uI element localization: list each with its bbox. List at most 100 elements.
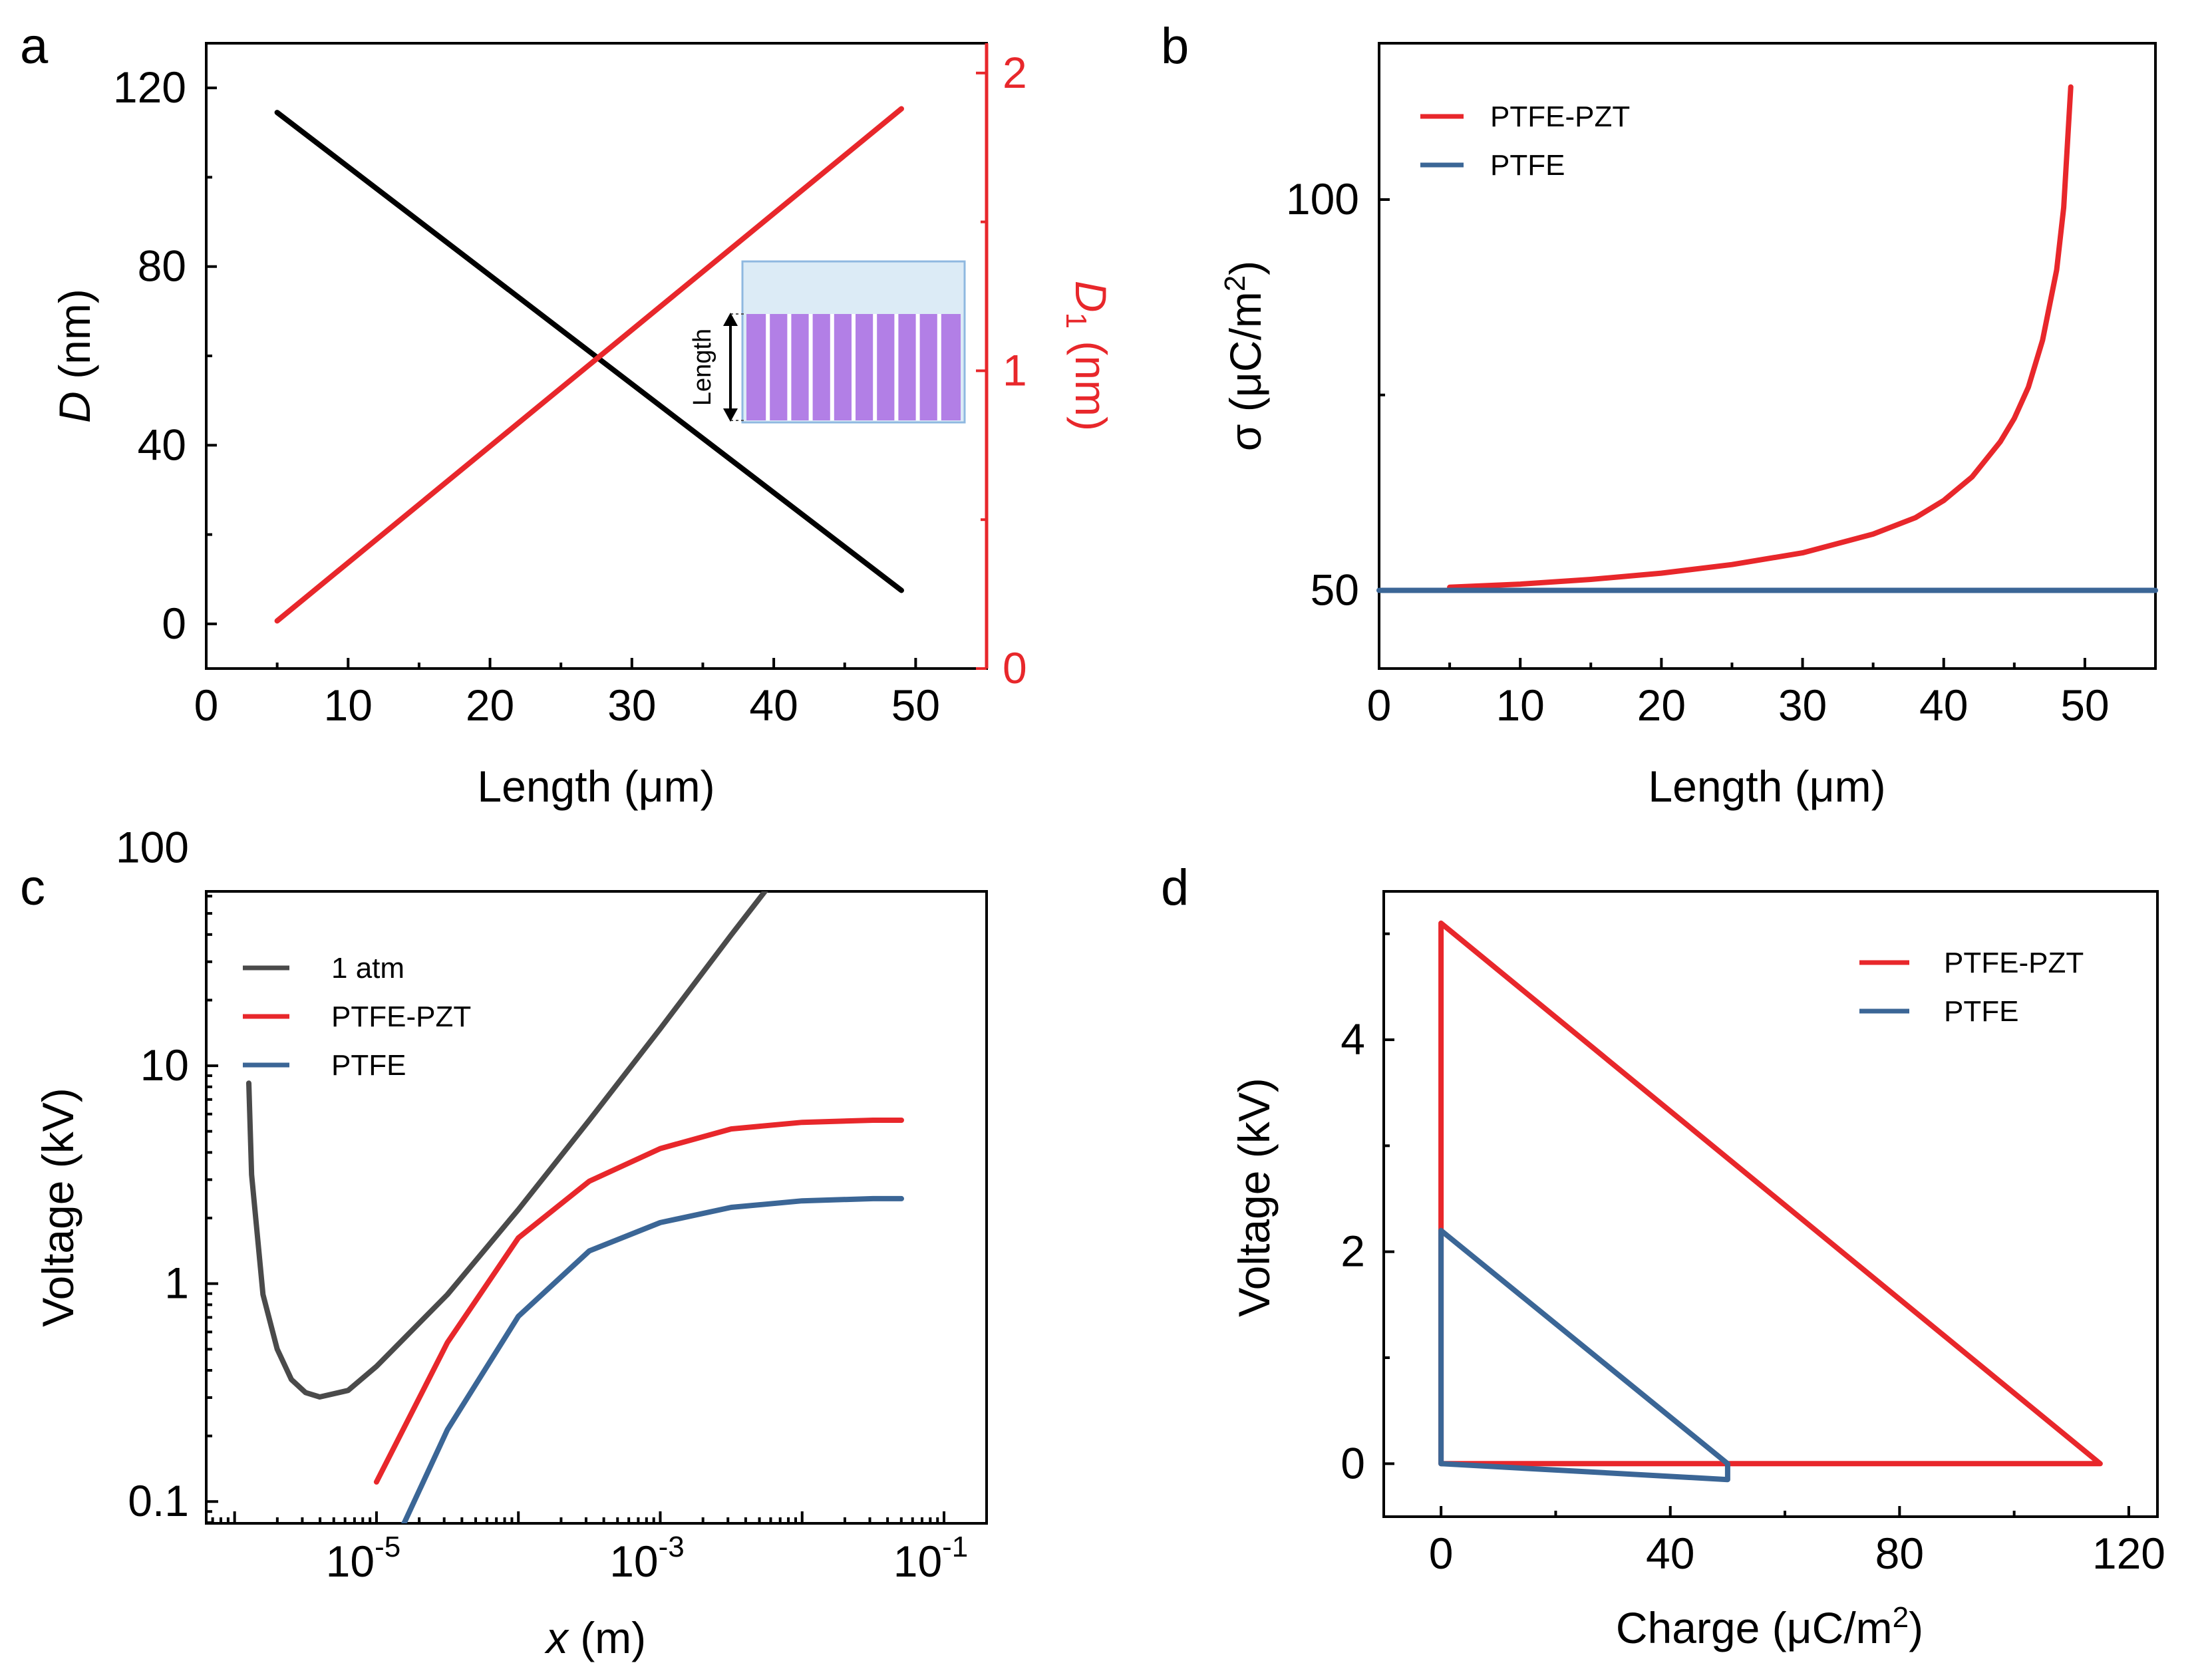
chart-a-y2tick-label: 0	[1003, 643, 1027, 692]
chart-c-xtick-base: 10	[609, 1537, 658, 1586]
chart-b-xlabel: Length (μm)	[1648, 762, 1885, 811]
inset-gap	[852, 314, 856, 420]
chart-b-ylabel-close: )	[1221, 261, 1270, 275]
chart-a-xtick-label: 50	[891, 681, 940, 730]
chart-c-ytick-label: 1	[164, 1259, 189, 1308]
chart-b-legend: PTFE-PZT PTFE	[1420, 100, 1630, 182]
chart-d-ytick-label: 2	[1341, 1227, 1365, 1276]
legend-label-ptfe-pzt: PTFE-PZT	[1490, 100, 1630, 133]
chart-a-y2tick-label: 1	[1003, 345, 1027, 394]
chart-a-xtick-label: 30	[607, 681, 656, 730]
chart-a-y2label-unit: (nm)	[1066, 329, 1116, 431]
chart-b-ylabel: σ (μC/m2)	[1219, 261, 1270, 452]
chart-a-xlabel: Length (μm)	[477, 762, 714, 811]
chart-d-ytick-label: 0	[1341, 1438, 1365, 1487]
chart-a-y2label-subscript: 1	[1060, 313, 1092, 329]
chart-c-xlabel-symbol: x	[544, 1613, 569, 1662]
chart-d-xlabel-close: )	[1909, 1603, 1923, 1652]
chart-d-frame	[1382, 890, 2159, 1518]
chart-b-xtick-label: 30	[1778, 681, 1827, 730]
chart-b-xtick-label: 10	[1496, 681, 1544, 730]
inset-gap	[830, 314, 834, 420]
chart-d-xtick-label: 80	[1875, 1529, 1924, 1578]
panel-label-b: b	[1161, 18, 1189, 75]
chart-b-xtick-label: 20	[1637, 681, 1686, 730]
chart-d-xlabel: Charge (μC/m2)	[1616, 1601, 1923, 1652]
chart-b-ylabel-sup: 2	[1219, 275, 1251, 291]
chart-d-xtick-label: 0	[1429, 1529, 1454, 1578]
chart-c-ytick-label: 0.1	[128, 1476, 189, 1525]
chart-c-xtick-exp: -3	[659, 1531, 685, 1563]
chart-c-legend: 1 atm PTFE-PZT PTFE	[243, 952, 471, 1082]
inset-gap	[873, 314, 877, 420]
chart-d-xlabel-sup: 2	[1893, 1601, 1909, 1634]
chart-a-series-d	[274, 110, 904, 593]
chart-a-xtick-label: 10	[324, 681, 373, 730]
chart-a-y2label: D1 (nm)	[1060, 281, 1116, 431]
chart-a-ylabel-symbol: D	[50, 391, 99, 423]
chart-c-xtick-base: 10	[893, 1537, 942, 1586]
legend-label-ptfe: PTFE	[1944, 995, 2018, 1028]
chart-c-xtick-label: 10-1	[893, 1531, 969, 1586]
chart-a-ylabel: D (nm)	[50, 289, 99, 423]
chart-d-series-ptfe-pzt	[1438, 920, 2103, 1467]
panel-label-c: c	[20, 859, 45, 916]
chart-a-ytick-label: 0	[162, 599, 186, 648]
legend-label-ptfe-pzt: PTFE-PZT	[331, 1000, 471, 1033]
chart-c-ytick-label: 10	[140, 1040, 189, 1090]
inset-arrow-head-top	[723, 313, 738, 326]
chart-c-xlabel: x (m)	[544, 1613, 646, 1662]
chart-b-series-ptfe-pzt	[1447, 84, 2074, 590]
chart-c-series-ptfe	[400, 1195, 904, 1523]
chart-a-ytick-label: 120	[113, 63, 186, 112]
chart-b-frame	[1378, 42, 2157, 670]
inset-gap	[766, 314, 770, 420]
chart-d-xlabel-main: Charge (μC/m	[1616, 1603, 1893, 1652]
chart-d-ylabel: Voltage (kV)	[1229, 1078, 1279, 1317]
chart-a-y2label-symbol: D	[1066, 281, 1116, 313]
legend-label-1-atm: 1 atm	[331, 952, 404, 985]
chart-a-inset: Length	[689, 260, 966, 424]
chart-a-ytick-label: 40	[138, 420, 186, 469]
chart-b-ytick-label: 100	[1286, 174, 1359, 224]
chart-a-ytick-label: 80	[138, 241, 186, 291]
chart-c-ylabel: Voltage (kV)	[33, 1088, 82, 1327]
chart-a-xtick-label: 20	[466, 681, 514, 730]
chart-c-xtick-label: 10-3	[609, 1531, 685, 1586]
inset-bar-gaps	[766, 314, 941, 420]
chart-c-series-1-atm	[246, 891, 768, 1400]
chart-a-ylabel-unit: (nm)	[50, 289, 99, 391]
inset-gap	[808, 314, 813, 420]
chart-d-legend: PTFE-PZT PTFE	[1859, 947, 2084, 1028]
panel-label-a: a	[20, 18, 49, 75]
chart-c-series-ptfe-pzt	[373, 1118, 904, 1485]
chart-c-xlabel-unit: (m)	[568, 1613, 646, 1662]
inset-length-label: Length	[689, 329, 716, 406]
chart-d-xtick-label: 120	[2092, 1529, 2165, 1578]
inset-gap	[894, 314, 899, 420]
chart-c-xtick-label: 10-5	[326, 1531, 401, 1586]
panel-label-d: d	[1161, 859, 1189, 916]
chart-c-xtick-exp: -1	[942, 1531, 968, 1563]
chart-a-xtick-label: 40	[749, 681, 798, 730]
chart-c-xtick-base: 10	[326, 1537, 375, 1586]
chart-d-series-ptfe	[1438, 1227, 1730, 1483]
inset-gap	[915, 314, 920, 420]
chart-b: 0 10 20 30 40 50 50 100 PTFE-PZT PTFE Length (μ…	[1219, 42, 2158, 811]
chart-b-ylabel-main: σ (μC/m	[1221, 291, 1270, 451]
legend-label-ptfe-pzt: PTFE-PZT	[1944, 947, 2084, 979]
chart-b-ytick-label: 50	[1311, 565, 1359, 615]
inset-gap	[787, 314, 792, 420]
inset-arrow-head-bottom	[723, 408, 738, 422]
inset-gap	[937, 314, 941, 420]
legend-label-ptfe: PTFE	[1490, 149, 1565, 182]
chart-b-xtick-label: 40	[1919, 681, 1968, 730]
chart-a-series-d1	[274, 106, 904, 624]
chart-d-xtick-label: 40	[1646, 1529, 1694, 1578]
chart-a: 0 10 20 30 40 50 0 40 80 120 0 1 2 Length Length (μm…	[50, 42, 1116, 811]
chart-a-y2tick-label: 2	[1003, 48, 1027, 97]
chart-c-xtick-exp: -5	[375, 1531, 400, 1563]
